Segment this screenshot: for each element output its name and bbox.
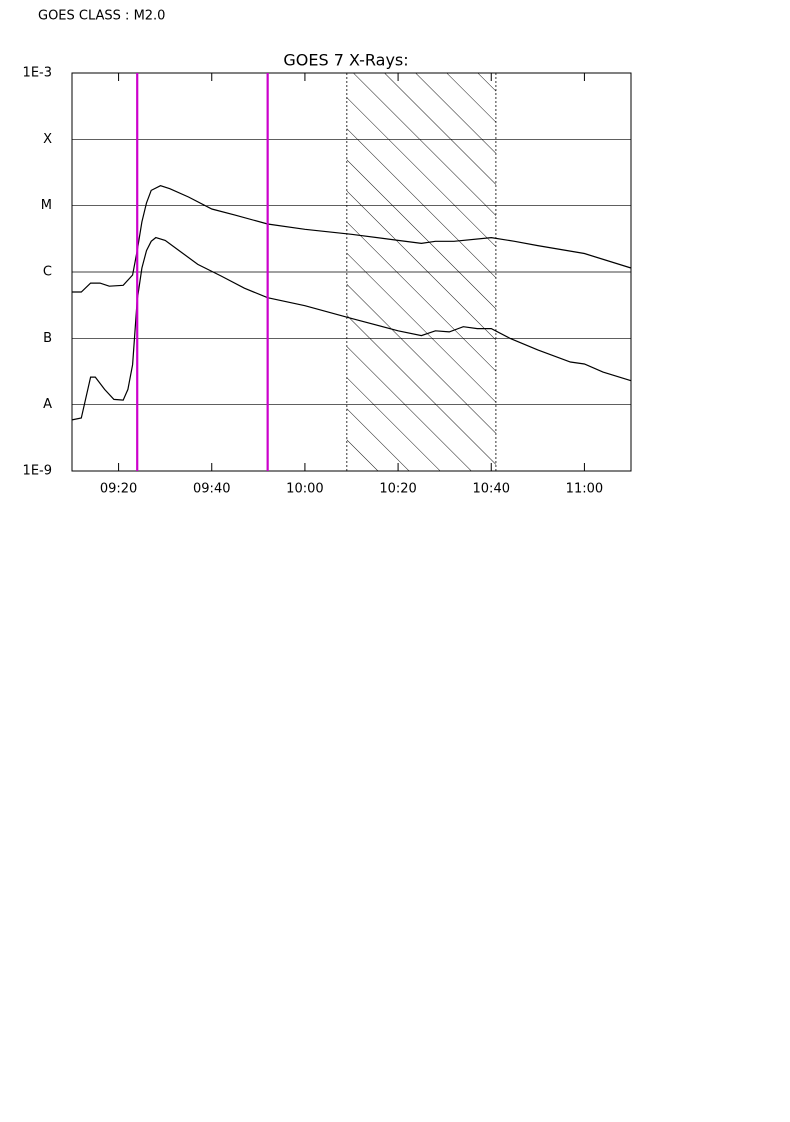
y-tick-label: C: [43, 265, 52, 280]
series-line: [71, 236, 632, 421]
y-tick-label: M: [41, 198, 52, 213]
y-tick-label: A: [43, 397, 52, 412]
x-tick-label: 10:00: [286, 482, 323, 497]
chart-title: GOES 7 X-Rays:: [283, 51, 408, 70]
plot-frame: [71, 72, 632, 472]
x-tick-label: 10:40: [473, 482, 510, 497]
series-line: [72, 185, 632, 293]
x-tick-label: 09:20: [100, 482, 137, 497]
x-tick-label: 09:40: [193, 482, 230, 497]
y-tick-label: 1E-3: [23, 66, 52, 81]
annotation: GOES CLASS : M2.0: [38, 9, 165, 24]
y-tick-label: 1E-9: [23, 464, 52, 479]
x-tick-label: 11:00: [566, 482, 603, 497]
y-tick-label: X: [43, 132, 52, 147]
x-tick-label: 10:20: [379, 482, 416, 497]
y-tick-label: B: [43, 331, 52, 346]
